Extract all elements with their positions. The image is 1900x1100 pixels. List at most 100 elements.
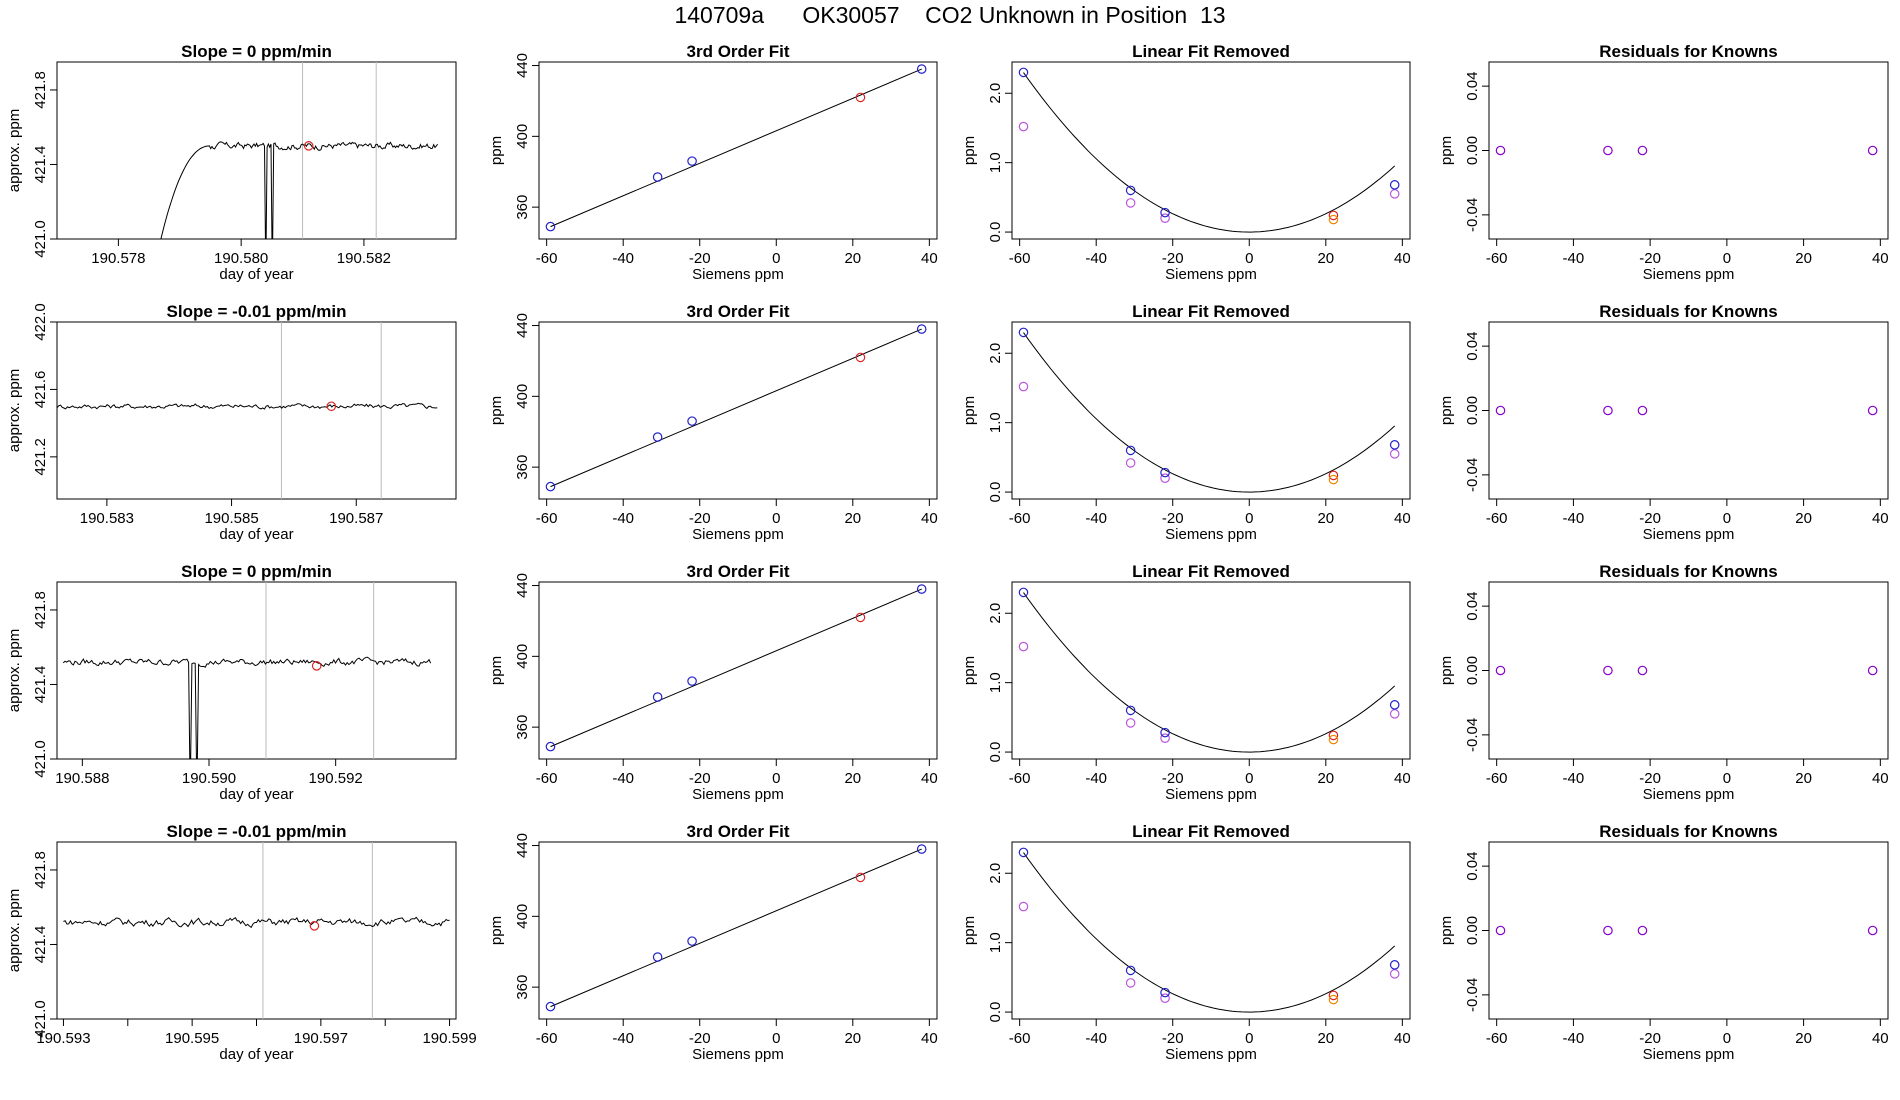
y-tick-label: 440 xyxy=(514,53,531,78)
known-point xyxy=(916,844,927,854)
y-tick-label: 0.0 xyxy=(987,742,1004,763)
x-tick-label: -20 xyxy=(1639,770,1661,787)
x-tick-label: -40 xyxy=(612,770,634,787)
x-tick-label: 40 xyxy=(1394,770,1411,787)
y-tick-label: 0.0 xyxy=(987,222,1004,243)
plot-frame xyxy=(56,581,457,760)
x-tick-label: 40 xyxy=(1872,250,1889,267)
x-tick-label: 40 xyxy=(1394,510,1411,527)
x-tick-label: -60 xyxy=(1486,250,1508,267)
x-tick-label: 0 xyxy=(1723,1030,1731,1047)
unknown-marker xyxy=(309,921,320,931)
panel-title: Linear Fit Removed xyxy=(1132,822,1290,841)
panel-title: Slope = 0 ppm/min xyxy=(181,562,332,581)
x-tick-label: -20 xyxy=(1162,770,1184,787)
panel-r1-c2: 3rd Order Fit -60 -40 -20 0 20 40 Siemens ppm 36… xyxy=(488,42,938,283)
y-axis-label: ppm xyxy=(961,136,978,165)
unknown-alt-point xyxy=(1328,734,1339,745)
unknown-alt-point xyxy=(1328,214,1339,225)
alt-point xyxy=(1389,449,1400,459)
plot-frame xyxy=(538,581,938,760)
y-tick-label: 400 xyxy=(514,904,531,929)
panel-r2-c4: Residuals for Knowns -60 -40 -20 0 20 40 Siemen… xyxy=(1438,302,1889,543)
x-tick-label: 40 xyxy=(1872,770,1889,787)
y-axis-label: ppm xyxy=(961,396,978,425)
unknown-alt-point xyxy=(1328,994,1339,1005)
known-point xyxy=(1125,445,1136,456)
unknown-alt-point xyxy=(1328,474,1339,485)
x-tick-label: -40 xyxy=(1563,250,1585,267)
x-tick-label: -20 xyxy=(689,250,711,267)
known-point xyxy=(545,221,556,232)
x-tick-label: -20 xyxy=(1639,510,1661,527)
residual-point xyxy=(1603,405,1613,416)
unknown-point xyxy=(1328,730,1339,741)
plot-frame xyxy=(1488,61,1889,240)
y-tick-label: 421.8 xyxy=(32,591,49,629)
panel-r2-c1: Slope = -0.01 ppm/min 190.583 190.585 190.5… xyxy=(6,302,457,543)
known-point xyxy=(916,324,927,334)
y-tick-label: 440 xyxy=(514,573,531,598)
quadratic-curve xyxy=(1023,852,1396,1013)
y-tick-label: 360 xyxy=(514,975,531,1000)
x-tick-label: 20 xyxy=(1317,250,1334,267)
y-tick-label: 0.04 xyxy=(1464,72,1481,101)
plot-area xyxy=(545,844,927,1012)
y-axis-label: ppm xyxy=(961,656,978,685)
alt-point xyxy=(1160,733,1170,743)
x-tick-label: -40 xyxy=(1085,770,1107,787)
alt-point xyxy=(1389,709,1400,719)
residual-point xyxy=(1495,665,1506,676)
x-tick-label: 40 xyxy=(1872,510,1889,527)
x-tick-label: -20 xyxy=(1639,250,1661,267)
panel-title: Slope = -0.01 ppm/min xyxy=(167,302,347,321)
plot-frame xyxy=(1011,581,1411,760)
known-point xyxy=(916,584,927,594)
x-tick-label: -40 xyxy=(1563,510,1585,527)
panel-title: Slope = -0.01 ppm/min xyxy=(167,822,347,841)
y-axis-label: approx. ppm xyxy=(6,369,23,452)
plot-area xyxy=(545,584,927,752)
y-tick-label: 1.0 xyxy=(987,672,1004,693)
y-tick-label: 0.00 xyxy=(1464,916,1481,945)
residual-point xyxy=(1603,145,1613,156)
panel-title: Residuals for Knowns xyxy=(1599,562,1778,581)
plot-frame xyxy=(1488,321,1889,500)
y-axis-label: ppm xyxy=(488,656,505,685)
y-tick-label: 440 xyxy=(514,833,531,858)
alt-point xyxy=(1160,993,1170,1003)
y-axis-label: ppm xyxy=(488,916,505,945)
y-tick-label: 360 xyxy=(514,455,531,480)
y-tick-label: 360 xyxy=(514,195,531,220)
y-tick-label: -0.04 xyxy=(1464,458,1481,492)
x-tick-label: -60 xyxy=(1486,1030,1508,1047)
unknown-marker xyxy=(326,401,337,412)
fit-line xyxy=(550,328,922,488)
x-tick-label: -20 xyxy=(689,510,711,527)
x-axis-label: Siemens ppm xyxy=(1643,1046,1735,1063)
x-tick-label: 190.582 xyxy=(337,250,391,267)
x-tick-label: 40 xyxy=(921,250,938,267)
x-tick-label: 20 xyxy=(844,250,861,267)
y-tick-label: 400 xyxy=(514,124,531,149)
y-tick-label: 421.8 xyxy=(32,851,49,889)
x-tick-label: 20 xyxy=(1317,770,1334,787)
panel-r4-c3: Linear Fit Removed -60 -40 -20 0 20 40 Siemens … xyxy=(961,822,1411,1063)
panel-r3-c3: Linear Fit Removed -60 -40 -20 0 20 40 Siemens … xyxy=(961,562,1411,803)
plot-frame xyxy=(1011,61,1411,240)
series-line xyxy=(160,141,438,239)
alt-point xyxy=(1160,213,1170,223)
known-point xyxy=(1018,587,1029,598)
alt-point xyxy=(1018,121,1029,132)
x-tick-label: 40 xyxy=(1872,1030,1889,1047)
x-tick-label: 0 xyxy=(1723,510,1731,527)
y-tick-label: 2.0 xyxy=(987,343,1004,364)
x-axis-label: Siemens ppm xyxy=(1643,526,1735,543)
x-tick-label: 40 xyxy=(921,1030,938,1047)
alt-point xyxy=(1389,189,1400,199)
y-axis-label: ppm xyxy=(961,916,978,945)
y-axis-label: approx. ppm xyxy=(6,109,23,192)
series-line xyxy=(63,916,450,929)
panel-r3-c2: 3rd Order Fit -60 -40 -20 0 20 40 Siemens ppm 36… xyxy=(488,562,938,803)
x-tick-label: 20 xyxy=(1795,510,1812,527)
